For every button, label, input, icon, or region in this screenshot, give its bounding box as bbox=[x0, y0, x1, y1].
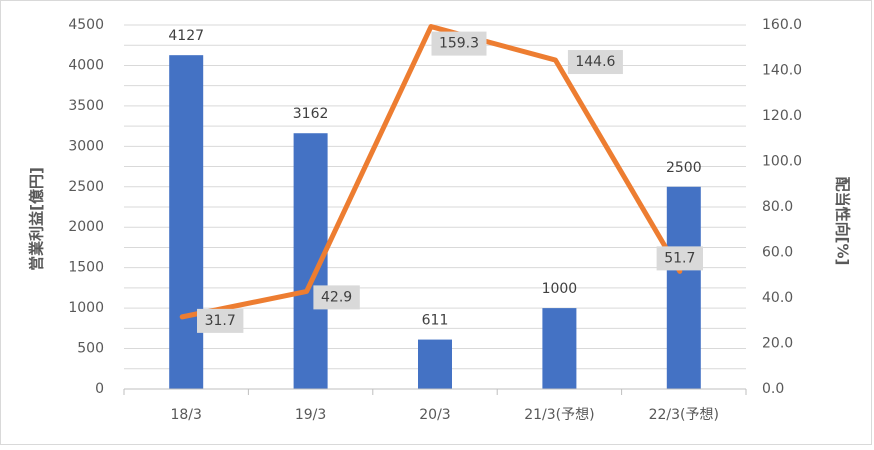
bar bbox=[418, 339, 452, 389]
y-tick-label: 1000 bbox=[68, 300, 104, 316]
y2-tick-label: 0.0 bbox=[762, 381, 784, 397]
y2-tick-label: 20.0 bbox=[762, 336, 793, 352]
line-data-label-box bbox=[656, 246, 703, 271]
y2-tick-label: 40.0 bbox=[762, 290, 793, 306]
bar-data-label: 3162 bbox=[293, 106, 329, 122]
line-series-path bbox=[179, 24, 683, 320]
x-tick-label: 20/3 bbox=[419, 407, 450, 423]
y2-tick-label: 80.0 bbox=[762, 199, 793, 215]
y-tick-label: 3000 bbox=[68, 138, 104, 154]
y2-tick-label: 100.0 bbox=[762, 154, 802, 170]
x-tick-label: 19/3 bbox=[295, 407, 326, 423]
axes: 0 500 1000 1500 2000 2500 3000 3500 4000 4500 0.0 2… bbox=[68, 17, 802, 423]
y2-tick-label: 160.0 bbox=[762, 17, 802, 33]
y-tick-label: 0 bbox=[95, 381, 104, 397]
line-data-label-box bbox=[313, 285, 360, 310]
y2-tick-label: 140.0 bbox=[762, 63, 802, 79]
bar bbox=[542, 308, 577, 389]
y-tick-label: 4500 bbox=[68, 17, 104, 33]
line-data-label: 31.7 bbox=[205, 313, 236, 329]
x-tick-label: 22/3(予想) bbox=[649, 407, 719, 423]
y2-axis-title: 配当性向[%] bbox=[834, 177, 852, 266]
bar bbox=[169, 55, 204, 389]
line-series bbox=[179, 24, 683, 320]
bar-data-label: 4127 bbox=[168, 28, 204, 44]
y-tick-label: 3500 bbox=[68, 98, 104, 114]
bar-data-label: 611 bbox=[422, 313, 449, 329]
line-data-label: 144.6 bbox=[575, 54, 615, 70]
bar-series bbox=[169, 55, 701, 389]
line-data-label: 159.3 bbox=[439, 36, 479, 52]
bar bbox=[666, 186, 701, 389]
x-tick-label: 21/3(予想) bbox=[524, 407, 594, 423]
data-labels: 4127 3162 611 1000 2500 31.7 42.9 159.3 144.6 51.… bbox=[168, 28, 703, 333]
y-tick-label: 4000 bbox=[68, 57, 104, 73]
y-tick-label: 500 bbox=[77, 341, 104, 357]
y-axis-title: 営業利益[億円] bbox=[28, 167, 46, 271]
y-tick-label: 1500 bbox=[68, 260, 104, 276]
y2-tick-label: 60.0 bbox=[762, 245, 793, 261]
line-data-label: 42.9 bbox=[321, 289, 352, 305]
x-tick-label: 18/3 bbox=[170, 407, 201, 423]
bar-data-label: 2500 bbox=[666, 160, 702, 176]
y-tick-label: 2500 bbox=[68, 179, 104, 195]
line-data-label-box bbox=[431, 31, 487, 56]
line-data-label-box bbox=[567, 50, 623, 75]
y-tick-label: 2000 bbox=[68, 219, 104, 235]
y2-tick-label: 120.0 bbox=[762, 108, 802, 124]
line-data-label: 51.7 bbox=[664, 250, 695, 266]
bar-data-label: 1000 bbox=[542, 281, 578, 297]
line-data-label-box bbox=[197, 308, 244, 333]
